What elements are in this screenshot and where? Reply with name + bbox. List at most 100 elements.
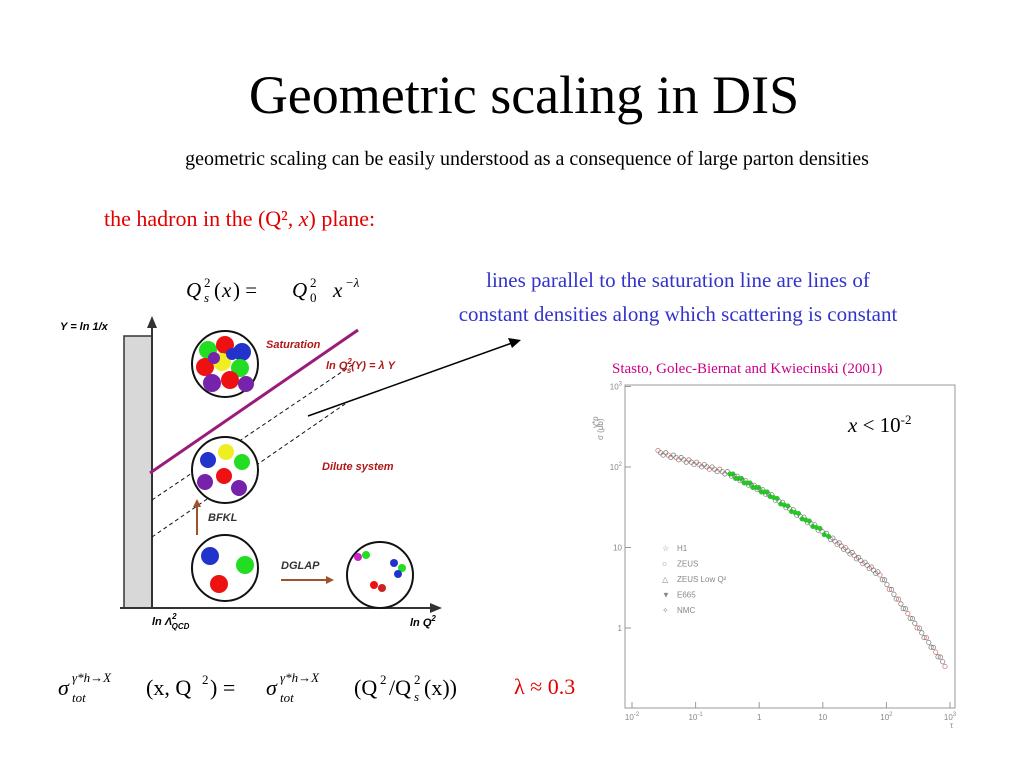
plot-point — [806, 518, 812, 524]
tick-label: 10-1 — [688, 712, 703, 722]
plot-point — [909, 615, 916, 622]
arrowhead — [147, 316, 157, 328]
plot-point — [914, 625, 920, 631]
plot-y-label: σ (μb) — [596, 418, 605, 440]
formula-part: 0 — [310, 290, 317, 305]
saturation-formula: Q 2 s ( x ) = Q 2 0 x −λ — [186, 275, 360, 305]
plot-point — [935, 654, 941, 660]
plot-point — [886, 586, 892, 592]
diagram: Y = ln 1/x Saturation ln Q2 s(Y) = λ Y Di… — [60, 316, 521, 631]
hadron-resolved — [346, 541, 414, 609]
subtitle: geometric scaling can be easily understo… — [185, 148, 869, 170]
plot-point — [930, 644, 936, 650]
dglap-label: DGLAP — [281, 560, 320, 572]
lambda-value: λ ≈ 0.3 — [514, 674, 575, 699]
legend-symbol: ○ — [662, 560, 667, 569]
plot-point — [817, 525, 823, 532]
tick-label: 103 — [610, 382, 623, 392]
plot-point — [923, 635, 929, 641]
plot-point — [879, 577, 885, 583]
saturation-label: Saturation — [266, 339, 321, 351]
citation: Stasto, Golec-Biernat and Kwiecinski (20… — [612, 361, 882, 377]
tick-label: 10-2 — [625, 712, 640, 722]
plot-point — [937, 654, 943, 660]
formula-part: (Q — [354, 675, 377, 700]
tick-base: 1 — [618, 624, 623, 633]
formula-part: x — [221, 278, 232, 302]
formula-part: 2 — [202, 672, 209, 687]
formula-part: s — [204, 290, 209, 305]
y-axis-label: Y = ln 1/x — [60, 321, 109, 333]
tick-base: 10 — [610, 383, 619, 392]
tick-exp: -1 — [697, 712, 703, 718]
tick-label: 102 — [610, 462, 623, 472]
x-origin-label: ln Λ2 QCD — [152, 612, 190, 631]
formula-part: x — [332, 278, 343, 302]
tick-label: 1 — [757, 713, 762, 722]
pointer-arrow — [307, 342, 513, 417]
arrowhead — [326, 576, 334, 584]
formula-part: ) = — [210, 675, 235, 700]
tick-label: 103 — [944, 712, 957, 722]
plot-point — [900, 606, 906, 612]
tick-base: 10 — [688, 713, 697, 722]
plot-point — [796, 510, 802, 517]
plot-frame — [624, 384, 956, 709]
tick-label: 102 — [880, 712, 893, 722]
plot-point — [889, 587, 895, 593]
tick-base: 1 — [757, 713, 762, 722]
plot-point — [896, 596, 902, 602]
formula-part: 2 — [380, 672, 387, 687]
tick-base: 10 — [610, 463, 619, 472]
formula-part: γ*h→X — [280, 670, 320, 685]
scaling-formula: σ γ*h→X tot (x, Q 2 ) = σ γ*h→X tot (Q 2… — [58, 670, 457, 705]
dilute-label: Dilute system — [322, 461, 394, 473]
tick-base: 10 — [613, 544, 622, 553]
partons — [201, 547, 254, 593]
formula-part: 2 — [204, 275, 211, 290]
legend-symbol: ✧ — [662, 606, 669, 615]
plot-point — [916, 625, 923, 631]
saturation-line — [149, 328, 359, 475]
plot-point — [942, 663, 948, 670]
plot-point — [785, 503, 791, 509]
legend-label: ZEUS — [677, 560, 698, 569]
legend-symbol: ☆ — [662, 544, 669, 553]
formula-part: tot — [280, 690, 294, 705]
plot-point — [919, 630, 925, 636]
title: Geometric scaling in DIS — [249, 65, 799, 125]
plot-point — [774, 495, 780, 502]
formula-part: 2 — [414, 672, 421, 687]
plot-point — [891, 591, 897, 597]
plot-point — [882, 577, 888, 583]
plot-point — [877, 572, 883, 578]
partons — [197, 444, 250, 496]
tick-base: 10 — [818, 713, 827, 722]
tick-exp: 3 — [619, 382, 623, 388]
formula-part: (x)) — [424, 675, 457, 700]
formula-part: Q — [186, 278, 201, 302]
tick-exp: 2 — [889, 712, 893, 718]
tick-base: 10 — [880, 713, 889, 722]
formula-part: ) = — [233, 278, 257, 302]
tick-base: 10 — [944, 713, 953, 722]
plot-point — [898, 601, 904, 607]
plot-cut: x < 10-2 — [847, 412, 912, 437]
legend-label: E665 — [677, 591, 696, 600]
saturation-line-label: ln Q2 s(Y) = λ Y — [326, 357, 397, 375]
dashed-line — [151, 364, 353, 501]
plot-y-label-sup: γ*p — [591, 416, 600, 428]
formula-part: σ — [58, 675, 70, 700]
tick-exp: 2 — [619, 462, 623, 468]
plot-point — [905, 611, 911, 617]
tick-label: 10 — [613, 544, 622, 553]
formula-part: ( — [214, 278, 221, 302]
x-axis-label: ln Q2 — [410, 614, 436, 629]
legend-label: ZEUS Low Q² — [677, 575, 727, 584]
hadron-line: the hadron in the (Q², x) plane: — [104, 206, 375, 231]
tick-label: 10 — [818, 713, 827, 722]
formula-part: tot — [72, 690, 86, 705]
